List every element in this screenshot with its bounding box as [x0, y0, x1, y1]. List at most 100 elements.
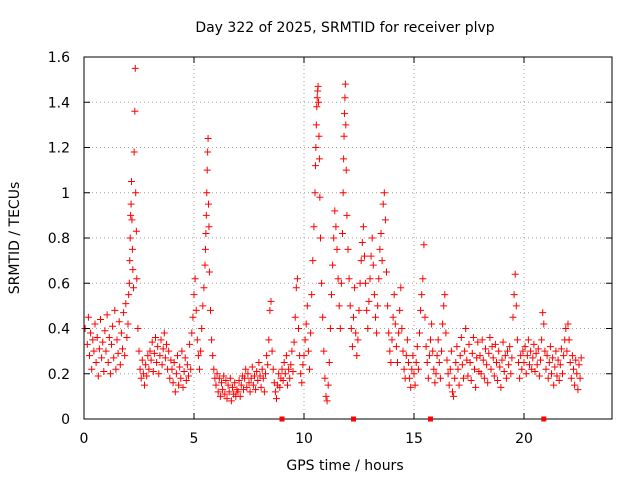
data-point [405, 358, 412, 366]
data-point [244, 370, 252, 378]
data-point [114, 349, 122, 357]
data-point [355, 306, 363, 314]
data-point [524, 336, 532, 344]
data-point [345, 275, 353, 283]
data-point [434, 336, 442, 344]
data-point [424, 374, 432, 382]
axis-ticks [83, 56, 612, 420]
data-point [168, 365, 176, 373]
data-point [331, 207, 339, 215]
data-point [398, 325, 406, 332]
data-point [519, 347, 527, 355]
data-point [460, 374, 467, 382]
data-point [313, 94, 321, 102]
data-point [102, 347, 110, 355]
data-point [197, 347, 205, 355]
data-point [201, 261, 209, 269]
data-point [337, 279, 345, 287]
data-point [204, 148, 212, 156]
data-point [152, 334, 159, 342]
data-point [291, 313, 299, 321]
data-point [132, 227, 140, 235]
data-point [446, 365, 454, 373]
data-point [518, 365, 526, 373]
data-point [508, 354, 516, 362]
data-point [431, 379, 439, 387]
data-point [311, 162, 319, 170]
data-point [203, 189, 211, 197]
data-point [131, 64, 139, 72]
y-tick-label: 0 [61, 412, 70, 428]
data-point [537, 356, 544, 364]
data-point [430, 365, 438, 373]
data-point [150, 349, 158, 357]
data-point [169, 379, 177, 387]
data-point [275, 370, 283, 378]
data-point [557, 345, 565, 353]
chart-title: Day 322 of 2025, SRMTID for receiver plv… [195, 20, 494, 36]
data-point [308, 291, 316, 299]
data-point [300, 352, 308, 360]
data-point [517, 352, 525, 360]
data-point [245, 379, 253, 387]
data-point [442, 329, 450, 337]
data-point [226, 374, 234, 382]
data-point [222, 377, 230, 385]
data-point [438, 347, 445, 355]
data-point [407, 383, 415, 391]
data-point [416, 329, 423, 337]
data-point [433, 352, 441, 360]
data-point [99, 338, 107, 346]
data-point [425, 352, 433, 360]
data-point [242, 365, 250, 373]
data-point [124, 320, 132, 328]
data-point [94, 372, 102, 380]
data-point [346, 302, 354, 310]
data-point [313, 103, 321, 111]
data-point [155, 370, 163, 378]
data-point [298, 379, 306, 387]
data-point [520, 358, 528, 366]
data-point [553, 372, 561, 380]
data-point [418, 291, 426, 299]
y-tick-label: 0.6 [48, 276, 70, 292]
data-point [340, 110, 348, 118]
data-point [153, 358, 161, 366]
data-point [219, 386, 227, 394]
data-point [529, 354, 537, 362]
data-point [556, 361, 564, 369]
data-point [549, 354, 557, 362]
data-point [444, 370, 452, 378]
data-point [512, 302, 520, 310]
data-point [113, 336, 121, 344]
data-point [202, 211, 210, 219]
data-point [522, 370, 530, 378]
data-point [156, 352, 164, 360]
data-point [105, 334, 113, 342]
data-point [478, 336, 486, 344]
data-point [552, 347, 560, 355]
data-point [531, 367, 539, 375]
data-point [175, 381, 183, 389]
data-point [507, 370, 515, 378]
data-point [234, 388, 242, 396]
data-point [341, 80, 349, 88]
data-point [450, 392, 458, 400]
data-point [493, 358, 500, 366]
data-point [340, 155, 348, 163]
data-point [262, 370, 269, 378]
data-point [363, 306, 371, 314]
data-point [108, 340, 115, 348]
data-point [362, 279, 370, 287]
data-point [386, 347, 394, 355]
data-point [179, 383, 187, 391]
data-point [147, 356, 155, 364]
data-point [484, 379, 492, 387]
data-points [81, 64, 585, 405]
data-point [342, 121, 350, 129]
y-tick-label: 1 [61, 186, 70, 202]
data-point [468, 349, 476, 357]
data-point [132, 189, 140, 197]
axis-marker [428, 416, 433, 422]
data-point [391, 320, 399, 328]
